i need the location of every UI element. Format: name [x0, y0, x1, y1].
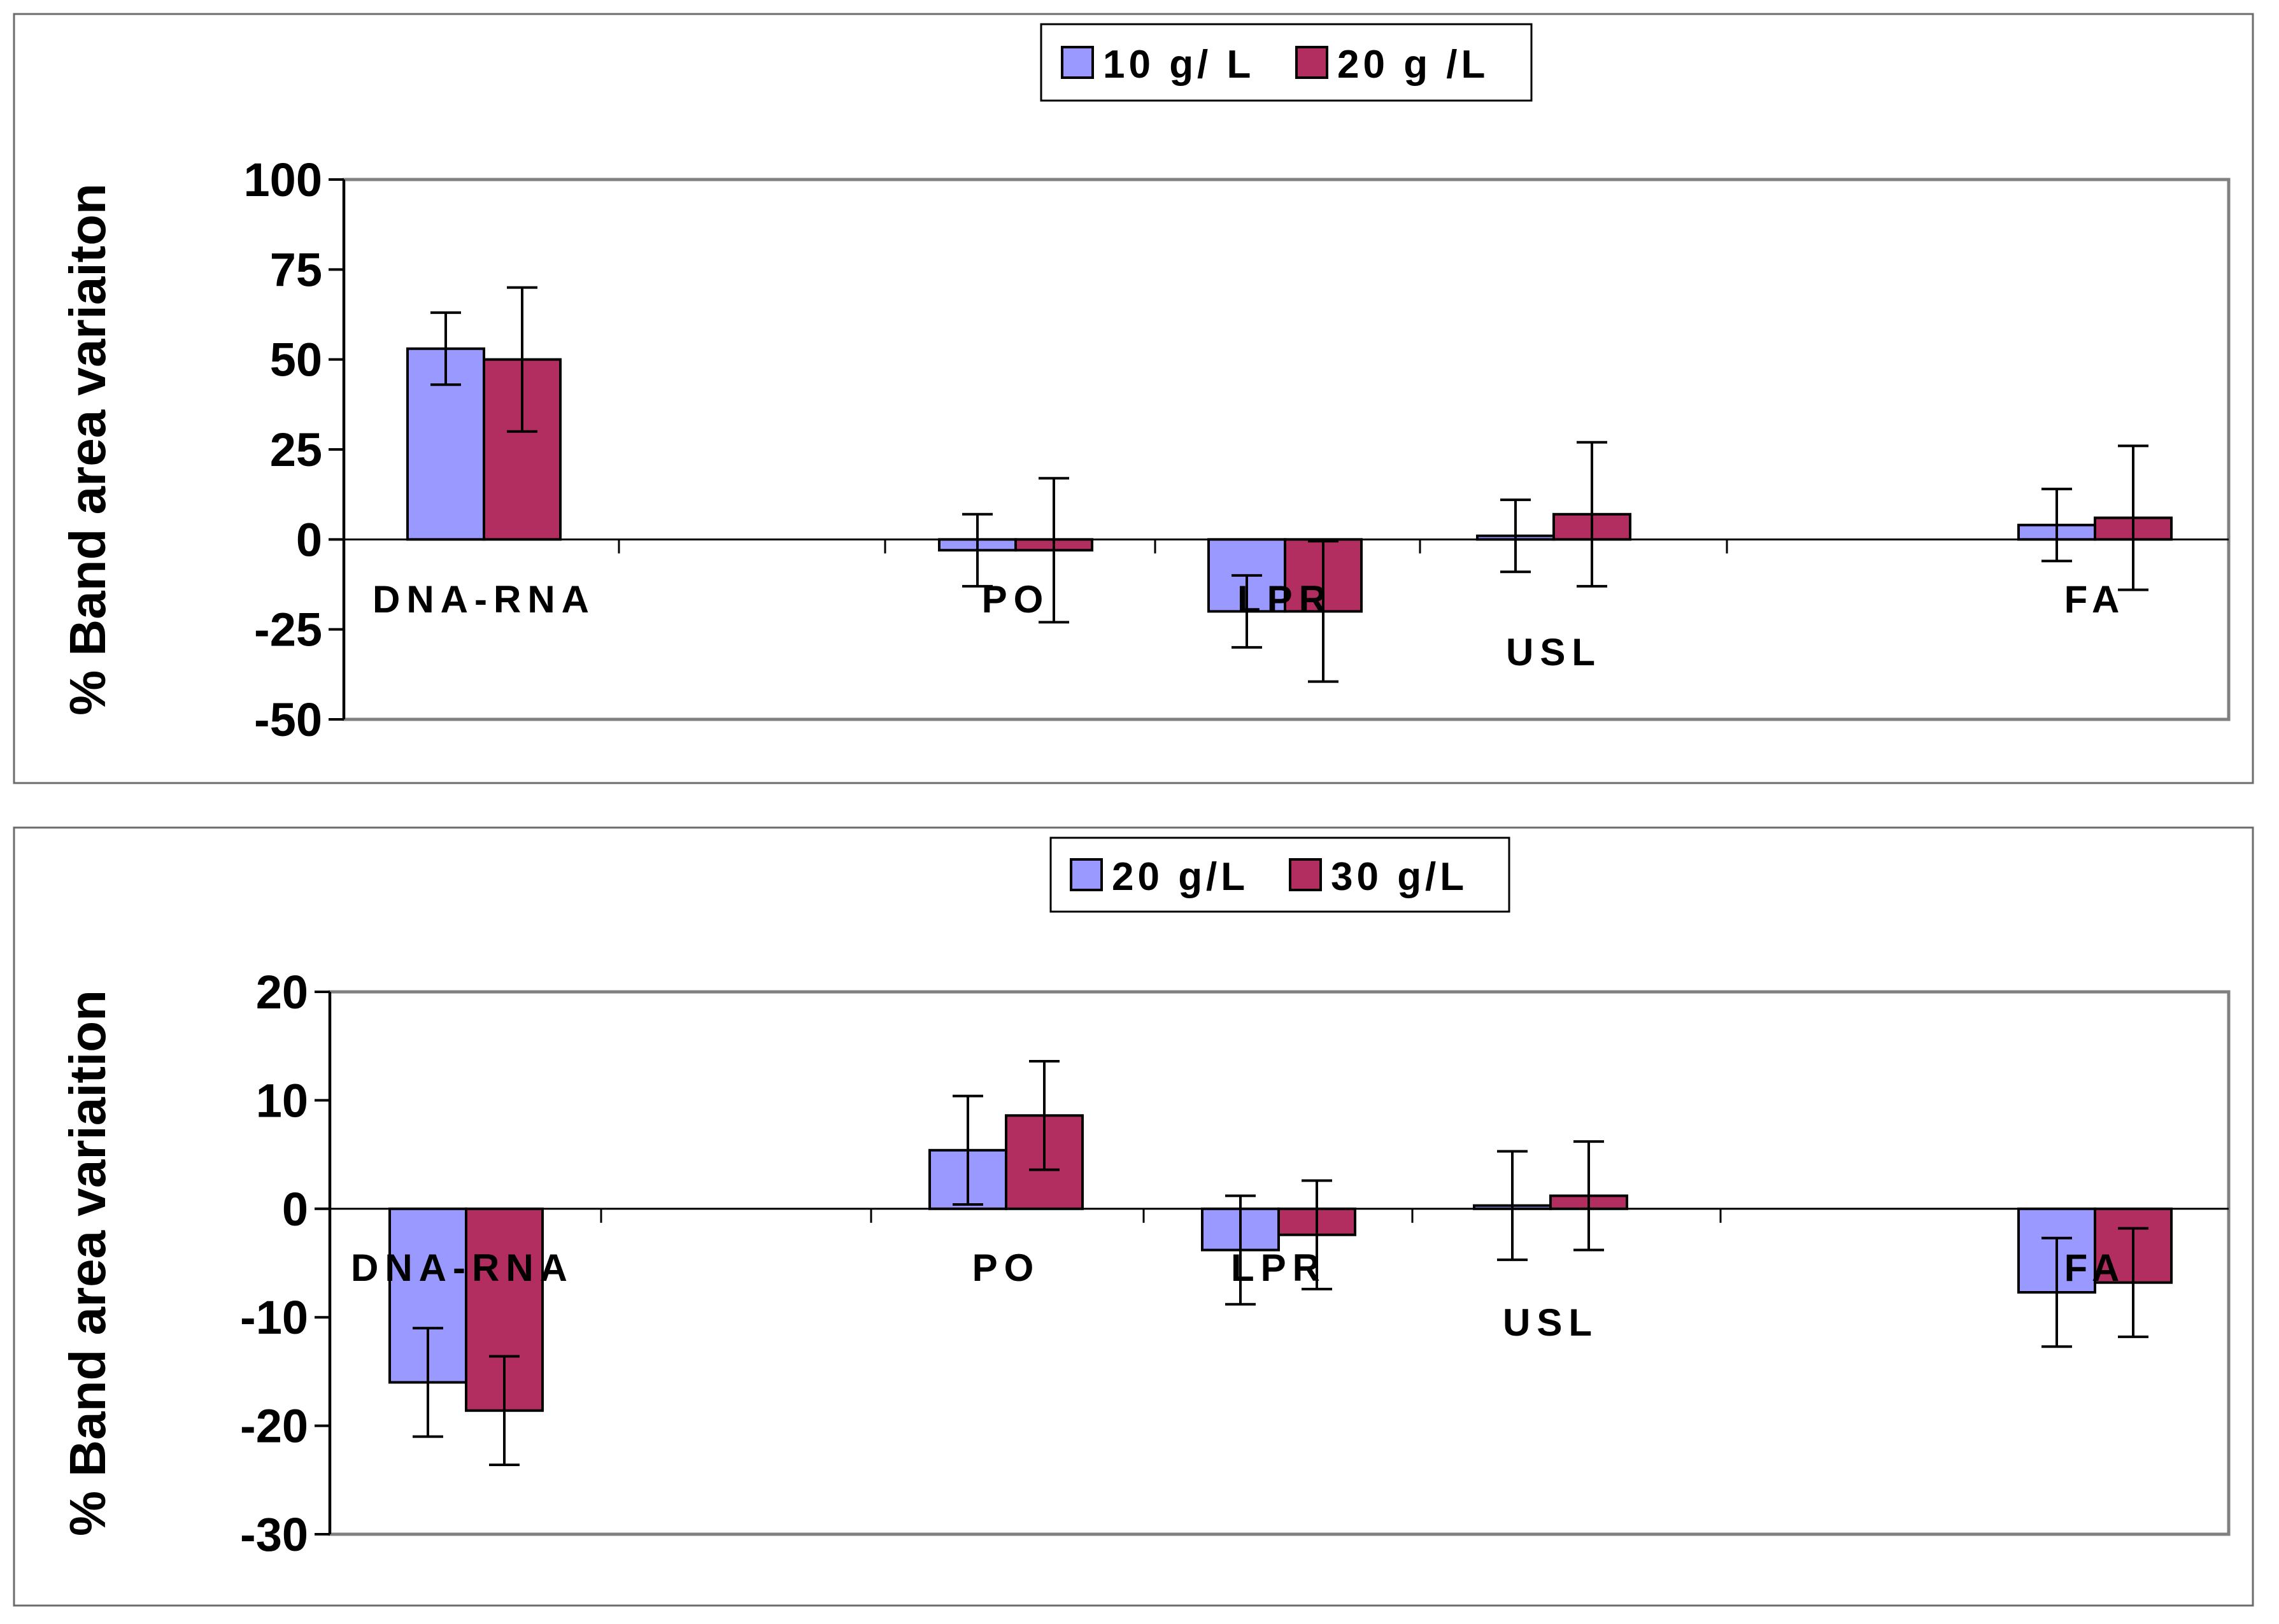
chart-panel-1: 100 75 50 25 0 -25 -50 DNA-RNA PO LPR USL FA % Band … — [13, 13, 2254, 784]
legend-swatch — [1289, 858, 1322, 891]
x-tick-label: PO — [972, 1246, 1040, 1289]
legend-label: 20 g /L — [1337, 43, 1489, 87]
x-tick-label: LPR — [1237, 578, 1333, 621]
x-tick-label: FA — [2064, 578, 2126, 621]
legend-swatch — [1061, 46, 1094, 79]
y-tick-label: 75 — [270, 243, 322, 296]
chart-border — [13, 826, 2254, 1607]
error-bar — [413, 1327, 443, 1438]
y-tick-label: 0 — [282, 1183, 308, 1236]
x-tick-label: USL — [1506, 631, 1601, 674]
y-tick-label: -25 — [254, 604, 322, 656]
error-bar — [1308, 540, 1338, 683]
error-bar — [1039, 477, 1069, 624]
error-bar — [1573, 1140, 1604, 1252]
error-bar — [962, 512, 993, 588]
y-tick-label: 0 — [296, 513, 322, 566]
error-bar — [2118, 444, 2148, 591]
error-bar — [430, 311, 461, 386]
legend-label: 30 g/L — [1331, 855, 1468, 899]
y-axis-title: % Band area variaiton — [59, 183, 116, 716]
error-bar — [2041, 1236, 2072, 1348]
legend-swatch — [1070, 858, 1103, 891]
y-tick-label: 100 — [244, 153, 322, 206]
error-bar — [1577, 441, 1607, 588]
legend-label: 10 g/ L — [1103, 43, 1254, 87]
error-bar — [507, 286, 537, 433]
y-tick-label: 25 — [270, 423, 322, 476]
legend-label: 20 g/L — [1112, 855, 1249, 899]
y-tick-label: 20 — [256, 966, 308, 1019]
chart-border — [13, 13, 2254, 784]
error-bar — [1232, 574, 1262, 649]
y-tick-label: 50 — [270, 334, 322, 386]
y-tick-label: -10 — [240, 1291, 308, 1344]
y-tick-label: -20 — [240, 1400, 308, 1453]
error-bar — [2118, 1227, 2148, 1338]
error-bar — [2041, 488, 2072, 563]
x-tick-label: DNA-RNA — [351, 1246, 574, 1289]
legend: 20 g/L 30 g/L — [1049, 837, 1510, 913]
error-bar — [953, 1094, 983, 1206]
chart-panel-2: 20 10 0 -10 -20 -30 DNA-RNA PO LPR USL FA % Band ar… — [13, 826, 2254, 1607]
error-bar — [489, 1355, 520, 1466]
x-tick-label: PO — [982, 578, 1050, 621]
x-tick-label: DNA-RNA — [373, 578, 595, 621]
error-bar — [1500, 498, 1531, 574]
x-tick-label: FA — [2064, 1246, 2126, 1289]
legend-swatch — [1295, 46, 1328, 79]
legend-box — [1049, 837, 1510, 913]
y-tick-label: 10 — [256, 1074, 308, 1127]
error-bar — [1497, 1150, 1528, 1261]
x-tick-label: USL — [1503, 1301, 1598, 1344]
error-bar — [1225, 1194, 1256, 1306]
y-tick-label: -30 — [240, 1508, 308, 1561]
y-tick-label: -50 — [254, 693, 322, 746]
error-bar — [1029, 1060, 1060, 1171]
y-axis-title: % Band area variaition — [59, 990, 116, 1536]
legend-box — [1040, 23, 1533, 102]
x-tick-label: LPR — [1231, 1246, 1326, 1289]
legend: 10 g/ L 20 g /L — [1040, 23, 1533, 102]
error-bar — [1302, 1179, 1332, 1290]
